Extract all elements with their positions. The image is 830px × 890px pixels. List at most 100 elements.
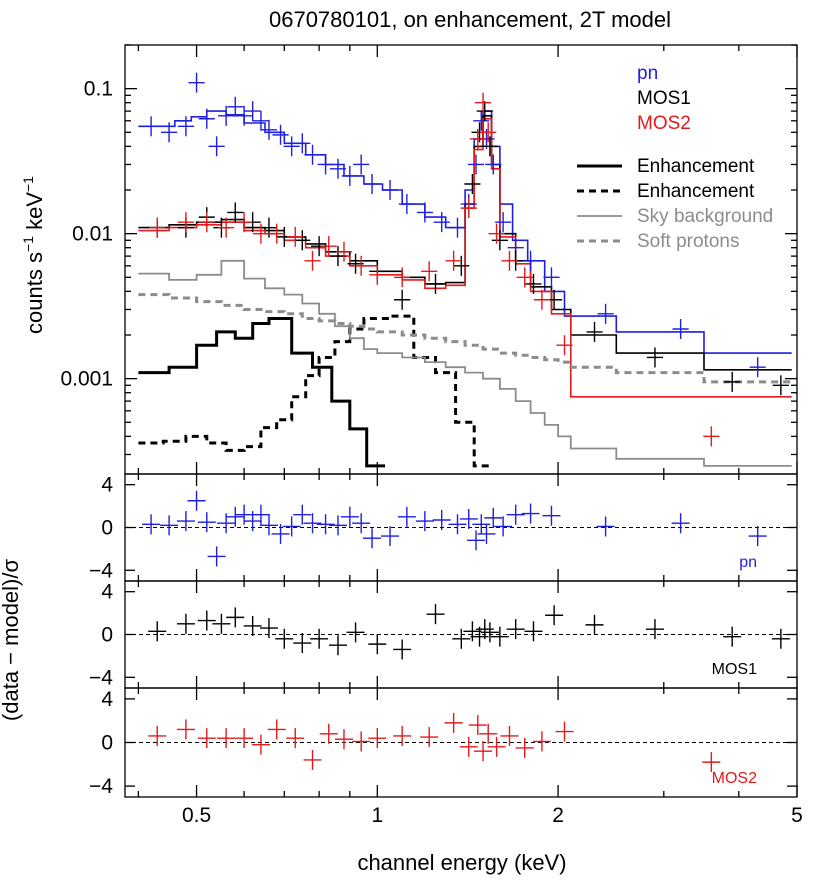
series-line-enhancement-4 [138, 314, 492, 468]
residual-point-mos1 [243, 615, 262, 636]
residual-point-mos2 [393, 725, 412, 746]
residual-point-pn [316, 514, 335, 535]
data-point-mos2 [236, 212, 253, 233]
data-point-pn [363, 173, 381, 194]
data-point-mos1 [481, 136, 498, 157]
data-point-pn [485, 154, 502, 175]
data-point-pn [272, 124, 289, 145]
residual-point-pn [217, 513, 236, 534]
data-point-mos2 [394, 267, 411, 288]
data-point-mos2 [268, 223, 285, 244]
spectrum-plot-area [138, 72, 792, 468]
legend-detector-label: pn [637, 63, 658, 84]
data-point-pn [304, 144, 321, 165]
residual-point-mos1 [771, 628, 790, 649]
residual-point-mos2 [500, 725, 519, 746]
y-tick-label: 0 [101, 624, 113, 647]
data-point-mos2 [516, 267, 533, 288]
y-tick-label: 4 [101, 474, 113, 497]
residual-point-mos1 [723, 626, 742, 647]
residual-panel-label: pn [739, 554, 757, 571]
residual-point-mos1 [346, 622, 365, 643]
data-point-mos1 [294, 230, 311, 251]
residual-point-mos1 [328, 635, 347, 656]
residual-point-mos1 [475, 619, 494, 640]
residual-point-mos1 [506, 619, 525, 640]
data-point-pn [188, 72, 205, 93]
data-point-mos1 [772, 375, 789, 396]
data-point-mos2 [304, 250, 321, 271]
residual-point-pn [415, 511, 434, 532]
residual-point-pn [282, 516, 301, 537]
data-point-pn [177, 116, 194, 137]
residual-point-mos2 [334, 729, 353, 750]
residual-point-mos1 [545, 605, 564, 626]
residual-point-pn [207, 546, 226, 567]
data-point-pn [294, 133, 311, 154]
data-point-mos1 [464, 173, 481, 194]
residual-point-pn [381, 526, 400, 547]
x-axis-ticks: 0.5 1 2 5 [137, 45, 803, 827]
data-point-pn [543, 267, 560, 288]
data-point-pn [467, 154, 485, 175]
residual-point-mos2 [267, 719, 286, 740]
data-point-pn [208, 136, 225, 157]
x-tick-label: 2 [552, 804, 564, 827]
legend-detector-label: MOS2 [637, 113, 691, 134]
data-point-pn [433, 212, 450, 233]
residual-point-mos2 [303, 749, 322, 770]
residual-point-mos1 [470, 626, 489, 647]
residual-point-pn [542, 505, 561, 526]
residual-point-mos1 [426, 604, 445, 625]
data-point-pn [161, 122, 178, 143]
data-point-mos2 [488, 223, 505, 244]
residual-point-mos2 [235, 728, 254, 749]
residual-point-pn [328, 515, 347, 536]
residual-point-pn [748, 526, 767, 547]
residual-point-mos1 [197, 610, 216, 631]
data-point-pn [341, 165, 358, 186]
residual-point-mos1 [463, 621, 482, 642]
residual-point-pn [197, 512, 216, 533]
chart-title: 0670780101, on enhancement, 2T model [269, 7, 671, 32]
residual-point-mos2 [555, 721, 574, 742]
data-point-mos2 [421, 261, 438, 282]
legend-component-label: Enhancement [637, 181, 755, 202]
residual-point-mos2 [148, 725, 167, 746]
data-point-pn [317, 154, 334, 175]
residual-point-pn [596, 516, 615, 537]
data-point-pn [522, 250, 539, 271]
legend: pn MOS1 MOS2 Enhancement Enhancement Sky back… [577, 63, 773, 252]
data-point-mos1 [260, 217, 278, 238]
data-point-mos1 [453, 255, 470, 276]
data-point-mos1 [724, 371, 741, 392]
data-point-pn [218, 105, 235, 126]
x-axis-label: channel energy (keV) [357, 850, 566, 875]
residual-point-mos1 [645, 619, 664, 640]
residual-point-pn [142, 514, 161, 535]
residual-point-mos1 [490, 626, 509, 647]
x-tick-label: 1 [371, 804, 383, 827]
data-point-mos2 [353, 255, 370, 276]
y-tick-label: −4 [89, 559, 113, 582]
residual-point-mos2 [702, 752, 721, 773]
data-point-pn [244, 101, 261, 122]
data-point-mos2 [501, 250, 518, 271]
residual-point-mos2 [444, 712, 463, 733]
data-point-mos2 [218, 217, 235, 238]
residual-point-mos2 [286, 728, 305, 749]
residual-point-pn [259, 515, 278, 536]
residual-point-mos1 [259, 618, 278, 639]
data-point-mos1 [586, 321, 603, 342]
residual-point-mos1 [275, 628, 294, 649]
data-point-mos2 [469, 128, 486, 149]
data-point-mos2 [474, 92, 492, 113]
data-point-mos1 [227, 202, 244, 223]
residual-panel-mos1: 4 0 −4 MOS1 [89, 580, 798, 689]
data-point-pn [449, 217, 466, 238]
series-line-sky-background-5 [138, 259, 792, 467]
data-point-pn [236, 105, 253, 126]
data-point-mos2 [287, 226, 304, 247]
residual-point-pn [340, 506, 359, 527]
